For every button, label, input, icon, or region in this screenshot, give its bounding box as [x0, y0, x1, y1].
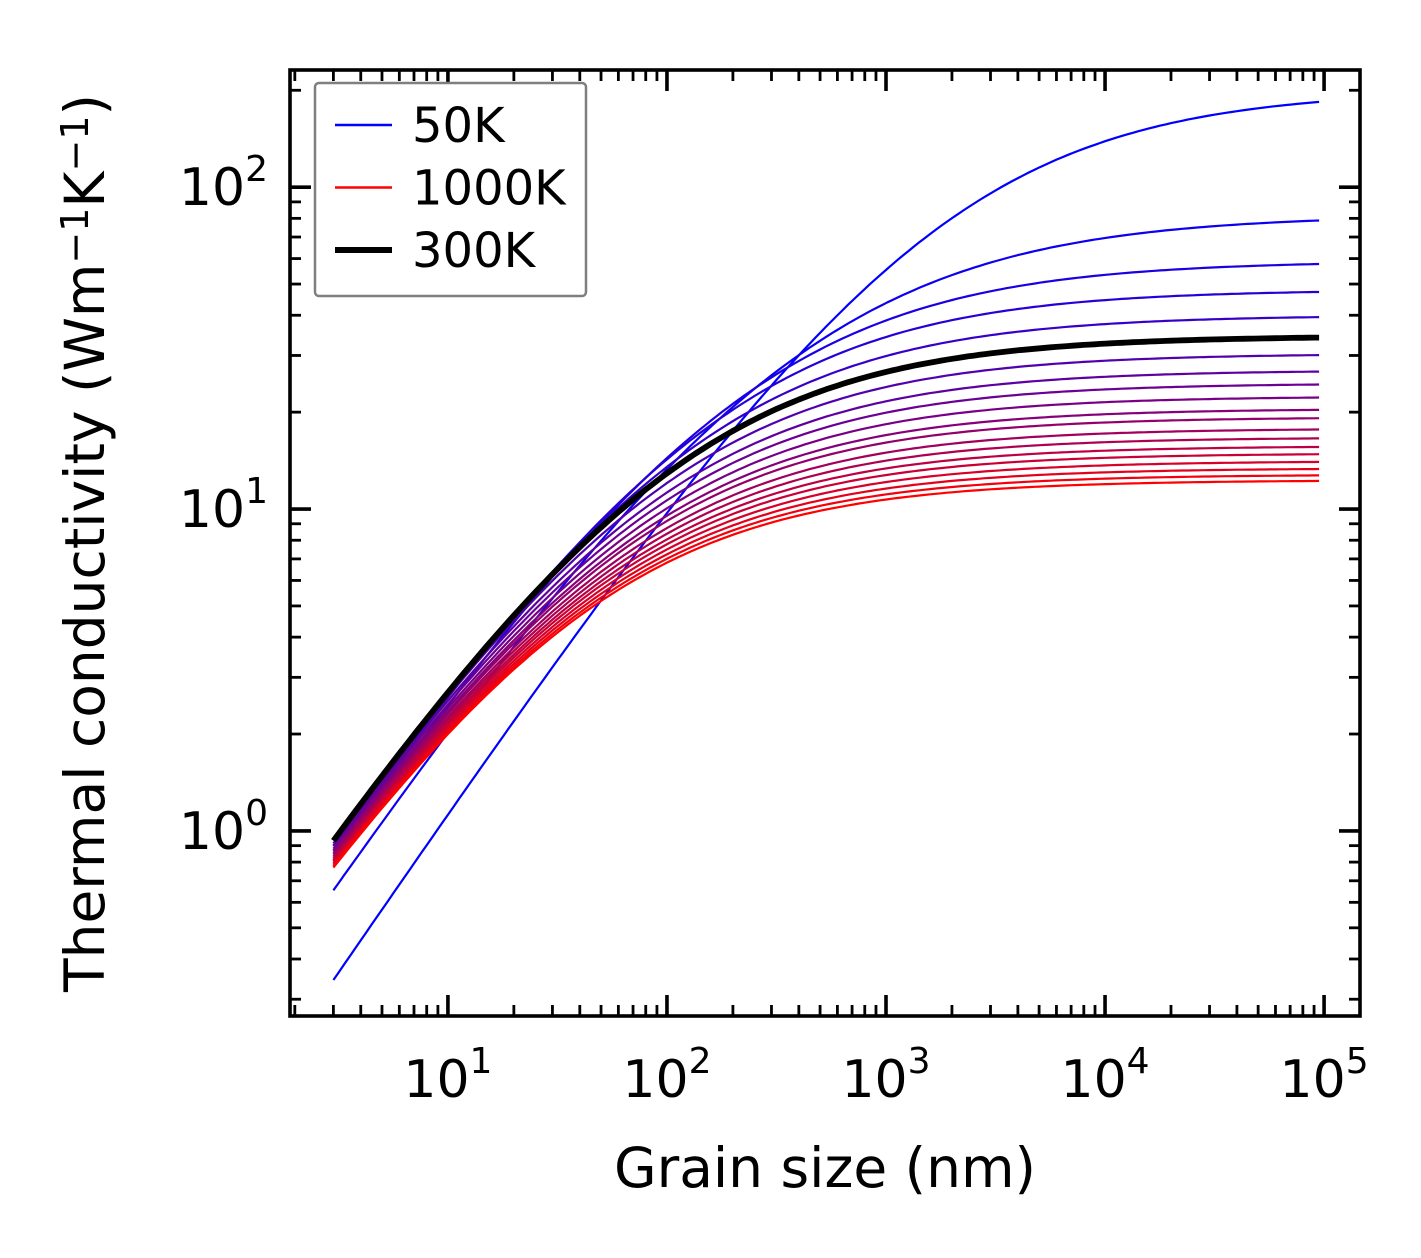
curve-400K	[332, 370, 1320, 847]
y-axis-label: Thermal conductivity (Wm−1K−1)	[53, 94, 117, 993]
x-tick-label: 101	[403, 1041, 492, 1110]
x-tick-label: 105	[1280, 1041, 1369, 1110]
legend-label-1000K: 1000K	[412, 161, 567, 217]
x-tick-label: 104	[1061, 1041, 1150, 1110]
y-tick-label: 102	[179, 149, 268, 218]
curve-800K	[332, 453, 1320, 863]
legend: 50K 1000K 300K	[313, 81, 588, 298]
y-tick-label: 100	[179, 793, 268, 862]
curve-1000K	[332, 479, 1320, 869]
curve-850K	[332, 460, 1320, 864]
x-tick-label: 103	[841, 1041, 930, 1110]
curve-750K	[332, 445, 1320, 861]
axes-frame	[288, 68, 1362, 1018]
curve-group	[331, 100, 1320, 981]
curve-900K	[332, 467, 1320, 866]
legend-box	[313, 81, 588, 298]
curve-500K	[332, 396, 1320, 852]
curve-700K	[332, 437, 1320, 859]
tick-label-group: 101 102 103 104 105 100 101 102	[179, 149, 1369, 1110]
legend-label-50K: 50K	[412, 98, 506, 154]
curve-350K	[332, 354, 1320, 845]
y-tick-label: 101	[179, 471, 268, 540]
legend-label-300K: 300K	[412, 223, 537, 279]
curve-650K	[332, 428, 1320, 858]
curve-300K	[331, 334, 1320, 843]
x-axis-label: Grain size (nm)	[614, 1136, 1036, 1200]
curve-950K	[332, 474, 1320, 867]
curve-450K	[332, 383, 1320, 850]
x-tick-label: 102	[622, 1041, 711, 1110]
curve-600K	[332, 417, 1320, 856]
curve-50K	[332, 100, 1320, 981]
curve-550K	[332, 408, 1320, 854]
tick-group	[290, 70, 1360, 1016]
